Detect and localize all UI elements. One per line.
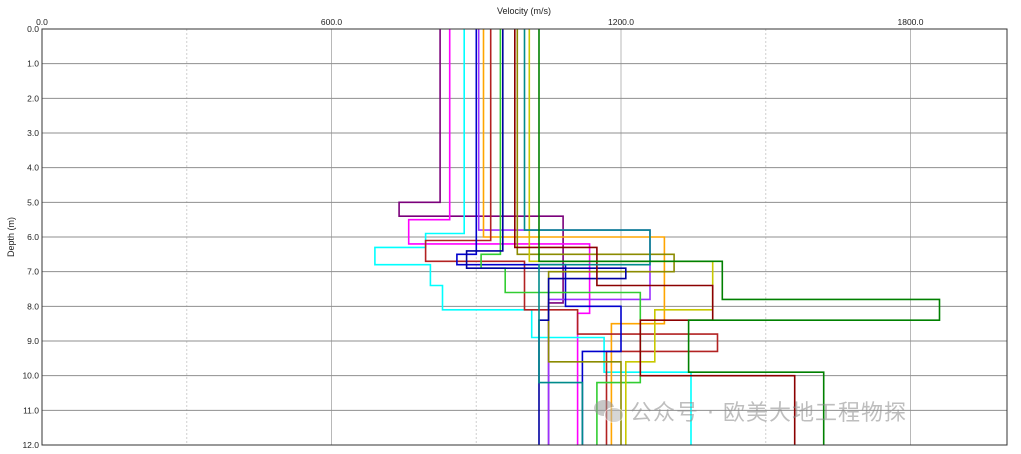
velocity-profile-line-6	[424, 29, 719, 445]
velocity-profile-line-5	[482, 29, 666, 445]
y-tick-label: 5.0	[27, 197, 39, 207]
watermark: 公众号 · 欧美大地工程物探	[594, 395, 907, 427]
x-tick-label: 0.0	[36, 17, 48, 27]
x-tick-label: 600.0	[321, 17, 343, 27]
velocity-profile-line-12	[513, 29, 796, 445]
velocity-profile-line-11	[465, 29, 627, 445]
y-tick-label: 8.0	[27, 301, 39, 311]
y-tick-labels: 0.0 1.0 2.0 3.0 4.0 5.0 6.0 7.0 8.0 9.0 10.0 11.0 12…	[22, 24, 39, 450]
y-tick-label: 11.0	[23, 405, 39, 415]
x-tick-label: 1200.0	[608, 17, 634, 27]
y-tick-label: 2.0	[27, 93, 39, 103]
y-tick-label: 10.0	[22, 371, 39, 381]
x-axis-title: Velocity (m/s)	[497, 6, 551, 16]
y-tick-label: 7.0	[27, 267, 39, 277]
y-tick-label: 12.0	[22, 440, 39, 450]
velocity-profile-line-14	[538, 29, 941, 445]
y-tick-label: 1.0	[27, 59, 39, 69]
y-tick-label: 0.0	[27, 24, 39, 34]
x-tick-labels: 0.0 600.0 1200.0 1800.0	[36, 17, 924, 27]
velocity-profile-line-9	[516, 29, 675, 445]
velocity-profile-line-2	[407, 29, 591, 445]
plot-frame	[41, 28, 1008, 446]
y-tick-label: 4.0	[27, 163, 39, 173]
velocity-profile-line-13	[523, 29, 651, 445]
velocity-profile-line-8	[480, 29, 642, 445]
y-tick-label: 3.0	[27, 128, 39, 138]
watermark-text: 公众号 · 欧美大地工程物探	[630, 401, 907, 426]
x-tick-label: 1800.0	[898, 17, 924, 27]
wechat-icon	[594, 398, 624, 424]
velocity-profile-line-1	[398, 29, 564, 445]
y-axis-title: Depth (m)	[6, 217, 16, 257]
y-tick-label: 6.0	[27, 232, 39, 242]
y-tick-label: 9.0	[27, 336, 39, 346]
series-layer	[374, 29, 941, 445]
